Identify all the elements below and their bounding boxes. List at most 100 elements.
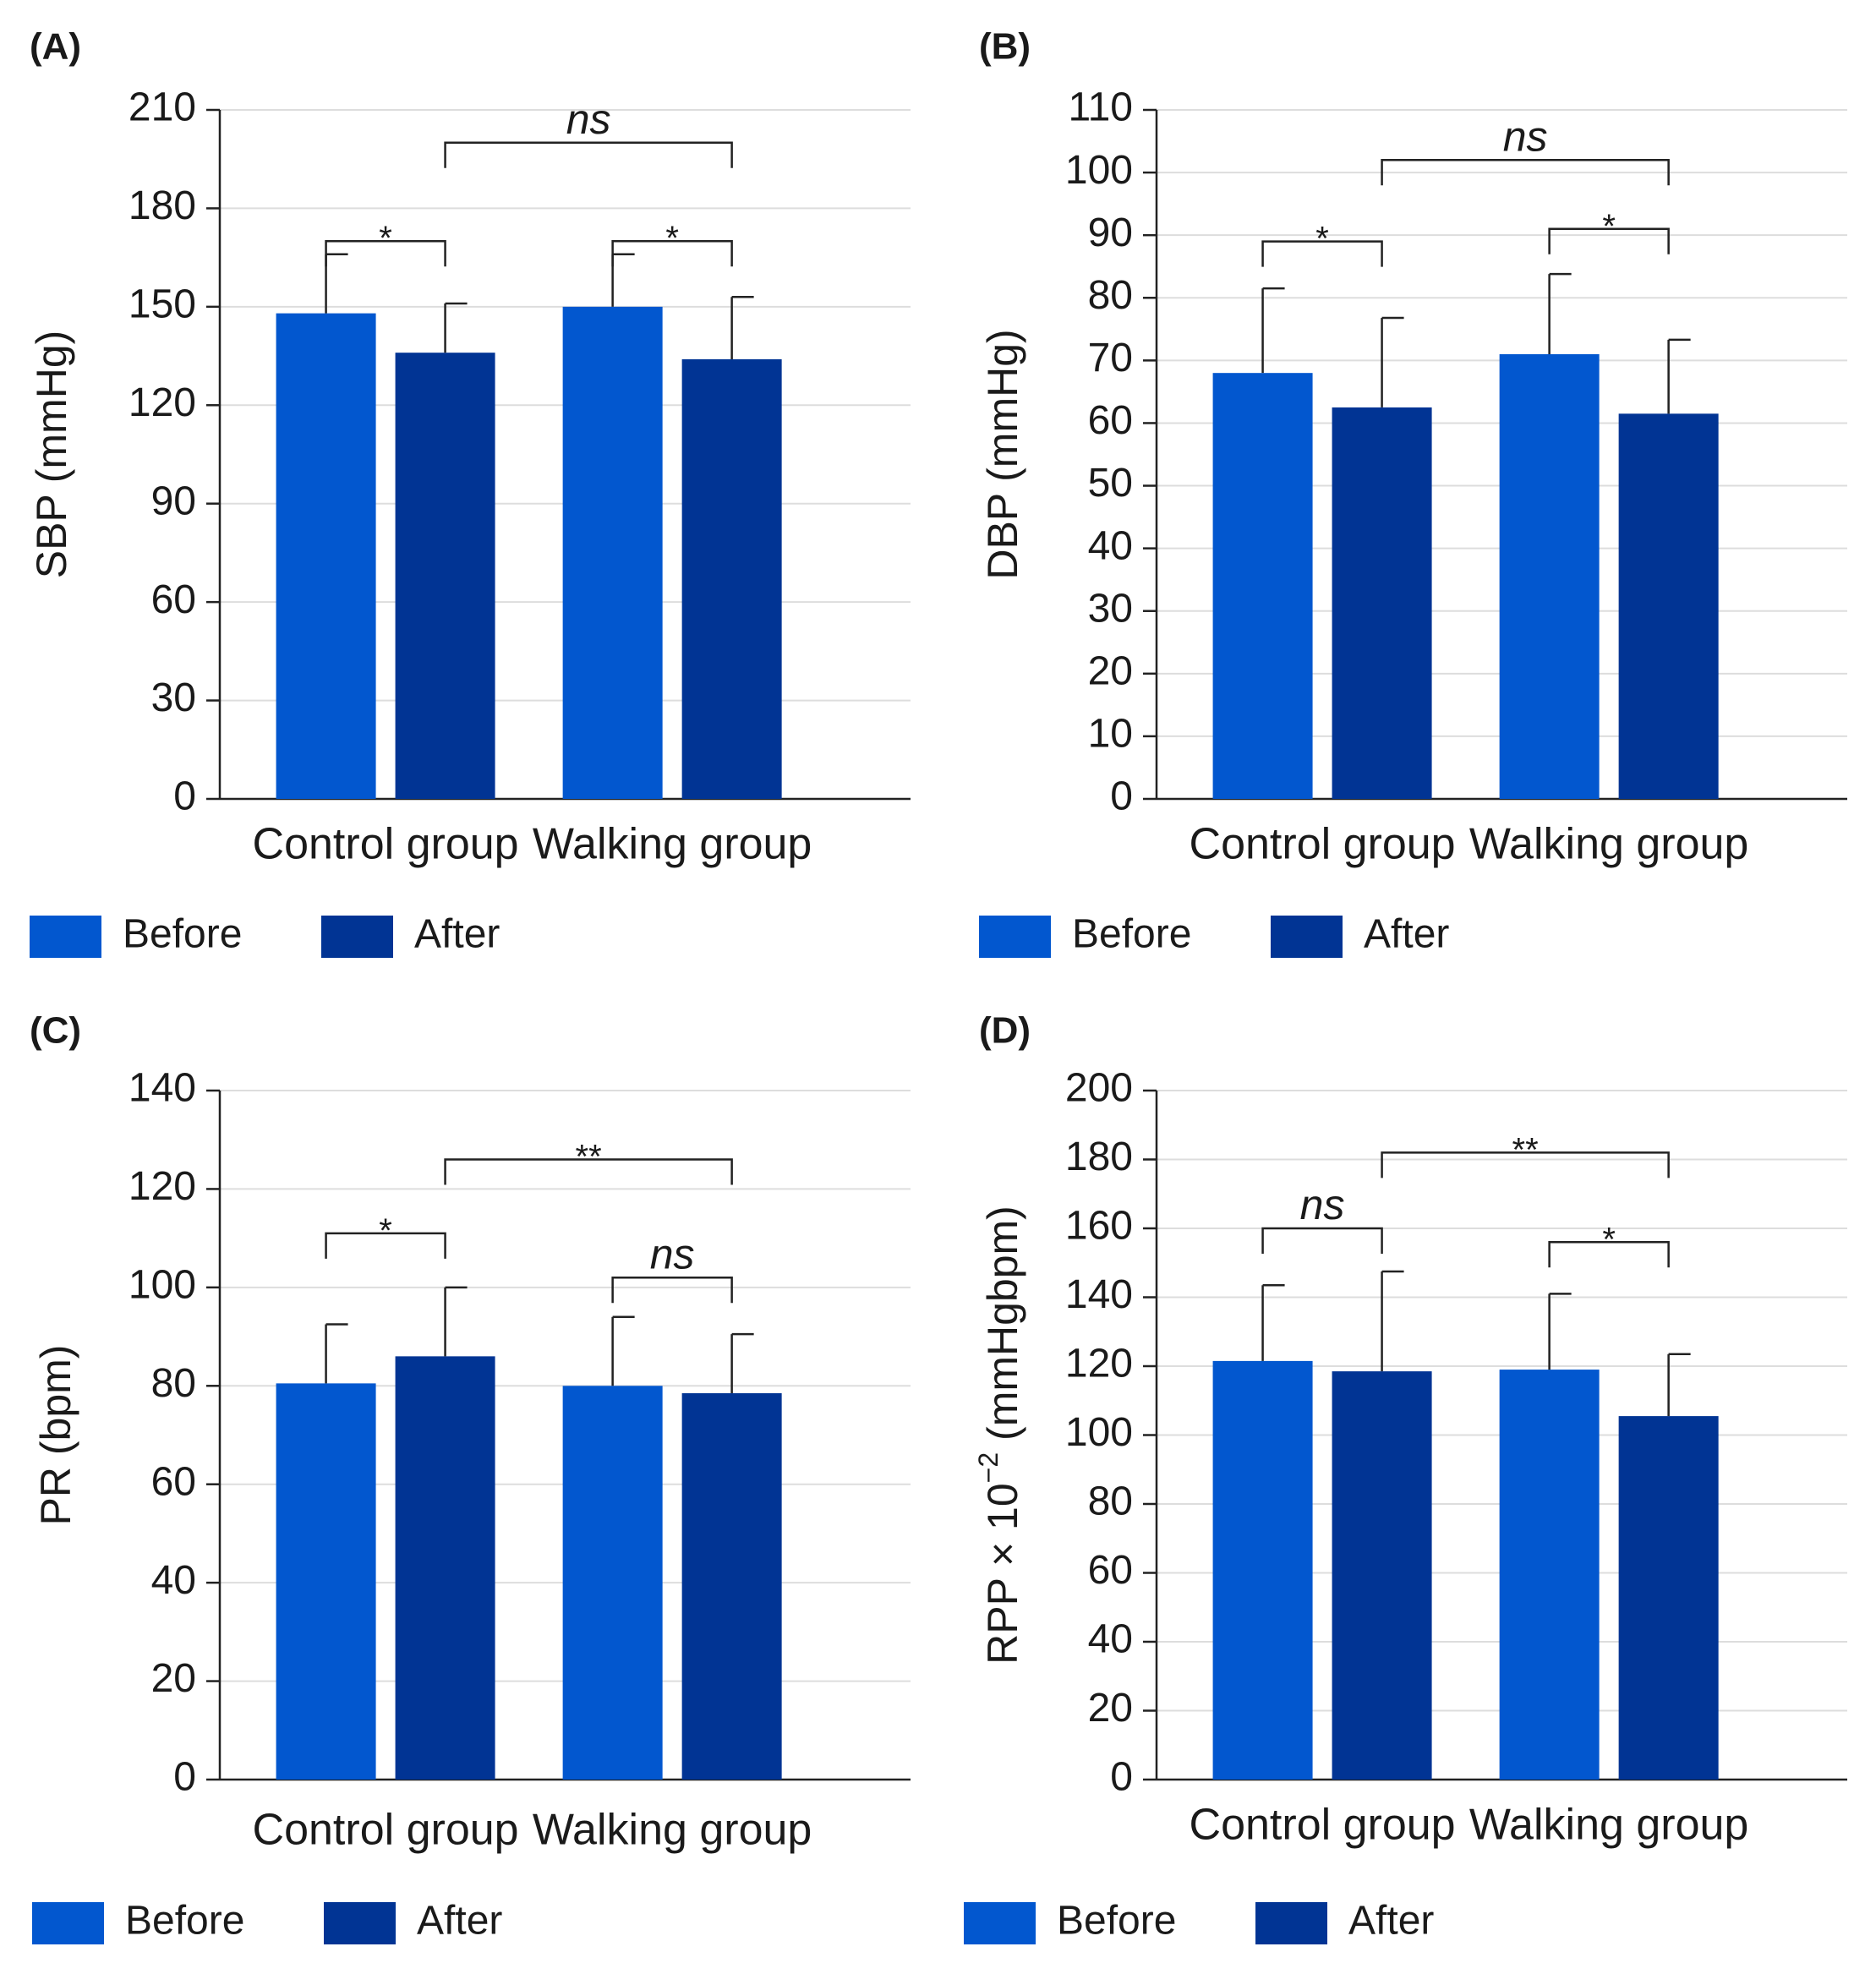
bar-after-control [395,1356,495,1780]
y-tick-label: 0 [1110,774,1133,819]
x-category-label: Walking group [533,820,812,869]
significance-label: * [1602,208,1616,245]
significance-bracket [444,141,733,168]
y-tick-label: 140 [129,1066,196,1111]
legend-label-before: Before [1072,912,1191,957]
y-tick-label: 20 [1088,648,1133,693]
bar-before-control [1212,1360,1313,1780]
y-tick-label: 180 [1065,1135,1133,1179]
legend-label-before: Before [125,1899,244,1944]
significance-bracket [1381,159,1670,186]
x-category-label: Walking group [1469,820,1748,869]
legend-label-after: After [1364,912,1449,957]
x-category-label: Control group [1190,1801,1456,1850]
y-tick-label: 140 [1065,1272,1133,1317]
bar-before-walking [562,1386,663,1780]
y-tick-label: 60 [1088,398,1133,443]
significance-bracket [1261,1227,1383,1254]
significance-label: ** [576,1139,602,1176]
significance-label: ns [1300,1181,1345,1228]
x-category-label: Control group [253,820,519,869]
significance-bracket [325,239,446,267]
y-tick-label: 0 [173,774,196,819]
significance-bracket [1548,1241,1670,1268]
significance-label: ** [1512,1131,1539,1168]
significance-bracket [611,239,733,267]
legend-swatch-before [32,1902,104,1944]
y-tick-label: 80 [151,1361,196,1406]
y-tick-label: 40 [1088,1617,1133,1662]
legend-swatch-before [979,916,1051,958]
y-tick-label: 100 [129,1263,196,1308]
y-tick-label: 20 [151,1656,196,1701]
y-axis-label: PR (bpm) [32,1345,79,1526]
y-axis-label: DBP (mmHg) [979,329,1026,579]
significance-bracket [325,1232,446,1259]
y-tick-label: 70 [1088,336,1133,380]
y-axis-label-text: DBP (mmHg) [979,329,1026,579]
bar-after-control [1332,1371,1432,1780]
chart-panel-a: (A) 0 30 60 90 120 150 180 210 SBP (mmHg) Control … [28,26,911,958]
chart-panel-c: (C) 0 20 40 60 80 100 120 140 PR (bpm) Control gro… [30,1010,911,1944]
x-category-label: Walking group [533,1806,812,1855]
y-tick-label: 120 [1065,1342,1133,1386]
chart-panel-d: (D) 0 20 40 60 80 100 120 140 160 180 200 RPP × 10−2… [964,1010,1847,1944]
x-category-label: Control group [1190,820,1456,869]
y-tick-label: 30 [151,675,196,720]
y-tick-label: 80 [1088,1479,1133,1524]
significance-label: * [379,220,392,257]
bar-after-control [1332,407,1432,799]
bar-after-walking [681,358,782,799]
legend-swatch-after [1255,1902,1327,1944]
bar-before-walking [1499,1370,1600,1780]
y-tick-label: 100 [1065,148,1133,193]
y-axis-label-superscript: −2 [973,1452,1004,1483]
bar-before-control [1212,373,1313,799]
y-axis-label-text: SBP (mmHg) [28,331,75,579]
y-tick-label: 60 [1088,1548,1133,1593]
y-tick-label: 10 [1088,712,1133,757]
legend-label-before: Before [123,912,242,957]
y-tick-label: 120 [129,1164,196,1209]
significance-label: ns [650,1230,695,1277]
legend-swatch-before [30,916,101,958]
y-tick-label: 40 [151,1558,196,1603]
panel-label: (A) [30,26,81,68]
y-tick-label: 160 [1065,1204,1133,1249]
y-tick-label: 210 [129,85,196,130]
y-axis-label: RPP × 10−2 (mmHgbpm) [973,1206,1026,1665]
y-tick-label: 110 [1068,85,1133,130]
significance-bracket [1548,227,1670,254]
y-tick-label: 80 [1088,273,1133,318]
y-tick-label: 50 [1088,461,1133,506]
y-tick-label: 60 [151,1459,196,1504]
significance-label: * [1315,221,1329,258]
legend-label-before: Before [1057,1899,1176,1944]
bar-after-walking [1618,1416,1719,1780]
y-axis-label: SBP (mmHg) [28,331,75,579]
bar-after-walking [1618,413,1719,799]
legend-label-after: After [1348,1899,1434,1944]
y-tick-label: 120 [129,380,196,425]
y-tick-label: 180 [129,183,196,228]
y-tick-label: 30 [1088,586,1133,631]
y-tick-label: 200 [1065,1066,1133,1111]
y-axis-label-text: PR (bpm) [32,1345,79,1526]
bar-before-walking [1499,353,1600,799]
y-tick-label: 100 [1065,1410,1133,1455]
y-axis-label-text: RPP × 10 [979,1483,1026,1665]
legend-label-after: After [414,912,500,957]
y-tick-label: 20 [1088,1686,1133,1731]
y-tick-label: 60 [151,577,196,622]
y-tick-label: 40 [1088,523,1133,568]
legend-swatch-after [1271,916,1343,958]
chart-panel-b: (B) 0 10 20 30 40 50 60 70 80 90 100 110 DBP (mmHg) Co… [979,26,1847,958]
bar-after-control [395,353,495,799]
significance-label: ns [566,96,611,143]
legend-swatch-after [324,1902,396,1944]
significance-bracket [444,1158,733,1185]
y-tick-label: 0 [1110,1755,1133,1800]
panel-label: (C) [30,1010,81,1052]
significance-label: ns [1503,112,1548,160]
